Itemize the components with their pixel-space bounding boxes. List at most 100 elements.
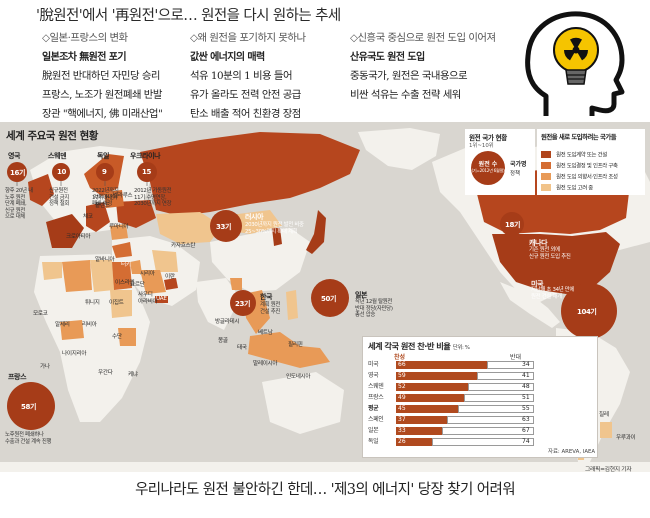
note-sweden: 신규원전 건설 금지 정책 철회 <box>49 188 70 207</box>
note-russia: 2030년까지 원전 발전 비중 25~30%까지 확대 계획 <box>245 222 304 235</box>
poll-no-value: 67 <box>522 427 530 434</box>
count-germany: 9 <box>102 168 107 176</box>
legend-item: 원전 도입계약 또는 건설 <box>541 144 607 163</box>
country-kenya <box>118 328 136 346</box>
column-line: 장관 "핵에너지, 佛 미래산업" <box>42 108 163 120</box>
count-france: 58기 <box>21 403 36 411</box>
legend-policy-label: 국가명 <box>510 161 527 168</box>
poll-yes-value: 66 <box>398 361 406 368</box>
poll-no-bar <box>464 394 534 402</box>
place-label: 태국 <box>237 345 247 351</box>
legend-count-subtitle: 1위~10위 <box>469 143 494 149</box>
poll-unit: 단위: % <box>452 345 470 351</box>
place-label: 카자흐스탄 <box>171 243 196 249</box>
poll-no-bar <box>468 383 534 391</box>
place-label: 이란 <box>165 274 175 280</box>
headline: '脫원전'에서 '再원전'으로… 원전을 다시 원하는 추세 <box>36 8 341 24</box>
label-russia: 러시아 <box>245 213 264 221</box>
column-heading: ◇왜 원전을 포기하지 못하나 <box>190 32 306 44</box>
country-russia <box>140 132 360 216</box>
country-uruguay <box>600 422 612 438</box>
place-label: 사우디 <box>138 292 153 298</box>
place-label: 가나 <box>40 364 50 370</box>
place-label: 수단 <box>112 334 122 340</box>
count-russia: 33기 <box>216 223 231 231</box>
place-label: 아라비아 <box>138 299 158 305</box>
label-canada: 캐나다 <box>529 239 548 247</box>
bubble-japan <box>311 279 349 317</box>
legend-swatch <box>541 162 551 169</box>
poll-yes-bar <box>396 427 442 435</box>
note-uk: 향후 20년 내 노후 원전 단계 폐쇄, 신규 원전 으로 대체 <box>5 188 33 220</box>
country-egypt <box>112 262 132 290</box>
legend-swatch <box>541 184 551 191</box>
column-heading: ◇일본·프랑스의 변화 <box>42 32 128 44</box>
place-label: 말레이시아 <box>253 361 278 367</box>
column-heading: ◇신흥국 중심으로 원전 도입 이어져 <box>350 32 496 44</box>
bubble-usa <box>561 283 617 339</box>
country-france <box>46 214 84 248</box>
place-label: 알제리 <box>55 322 70 328</box>
place-label: 루마니아 <box>109 224 129 230</box>
note-canada: 기존 원전 외에 신규 원전 도입 추진 <box>529 247 571 260</box>
legend-item-label: 원전 도입결정 및 인프라 구축 <box>556 163 618 170</box>
country-indonesia <box>248 332 330 368</box>
place-label: 나이지리아 <box>62 351 87 357</box>
column-line: 비싼 석유는 수출 전략 세워 <box>350 89 461 101</box>
note-korea: 계획 원전 건설 추진 <box>260 302 281 315</box>
poll-yes-bar <box>396 438 432 446</box>
label-usa: 미국 <box>531 280 544 288</box>
legend-count-title: 원전 국가 현황 <box>469 134 507 142</box>
poll-no-label: 반대 <box>510 354 522 361</box>
bottom-headline: 우리나라도 원전 불안하긴 한데… '제3의 에너지' 당장 찾기 어려워 <box>135 482 515 498</box>
bubble-france <box>7 382 55 430</box>
poll-country: 영국 <box>368 372 379 379</box>
label-ukraine: 우크라이나 <box>130 152 161 160</box>
label-france: 프랑스 <box>8 373 27 381</box>
place-label: 요르단 <box>130 282 145 288</box>
bubble-russia <box>210 210 242 242</box>
column-emerging: ◇신흥국 중심으로 원전 도입 이어져 산유국도 원전 도입 중동국가, 원전은… <box>350 29 515 105</box>
country-germany <box>86 202 110 232</box>
poll-no-bar <box>487 361 534 369</box>
label-sweden: 스웨덴 <box>48 152 67 160</box>
count-canada: 18기 <box>505 221 520 229</box>
poll-no-bar <box>442 427 534 435</box>
poll-no-value: 51 <box>522 394 530 401</box>
place-label: 케냐 <box>128 372 138 378</box>
place-label: 이집트 <box>109 300 124 306</box>
country-japan <box>306 210 326 254</box>
country-libya <box>90 260 114 292</box>
legend-swatch <box>541 151 551 158</box>
poll-country: 스페인 <box>368 416 384 423</box>
legend-item-label: 원전 도입 의향서·인프라 조성 <box>556 174 618 181</box>
place-label: 이스라엘 <box>115 280 135 286</box>
label-uk: 영국 <box>8 152 21 160</box>
legend-item: 원전 도입 의향서·인프라 조성 <box>541 166 618 185</box>
poll-country: 일본 <box>368 427 379 434</box>
place-label: 필리핀 <box>288 342 303 348</box>
graphic-credit: 그래픽=김현지 기자 <box>585 467 632 473</box>
poll-no-value: 63 <box>522 416 530 423</box>
place-label: 튀니지 <box>85 300 100 306</box>
note-ukraine: 2012년 가동원전 11기 수명연장, 2030년까지 연장 <box>134 188 172 207</box>
column-line: 중동국가, 원전은 국내용으로 <box>350 70 468 82</box>
column-lead: 산유국도 원전 도입 <box>350 52 425 63</box>
country-sudan <box>110 290 132 318</box>
bubble-canada <box>500 212 524 236</box>
poll-no-value: 48 <box>522 383 530 390</box>
poll-yes-bar <box>396 383 468 391</box>
country-saudi <box>140 270 166 294</box>
poll-no-value: 55 <box>522 405 530 412</box>
country-usa <box>492 232 620 294</box>
poll-no-bar <box>477 372 534 380</box>
count-usa: 104기 <box>577 308 597 316</box>
label-germany: 독일 <box>97 152 110 160</box>
legend-item: 원전 도입 고려 중 <box>541 177 593 196</box>
country-ukraine <box>116 200 156 228</box>
legend-new-title: 원전을 새로 도입하려는 국가들 <box>541 133 617 141</box>
land-india <box>196 278 240 330</box>
poll-no-value: 34 <box>522 361 530 368</box>
land-greenland <box>358 128 440 170</box>
